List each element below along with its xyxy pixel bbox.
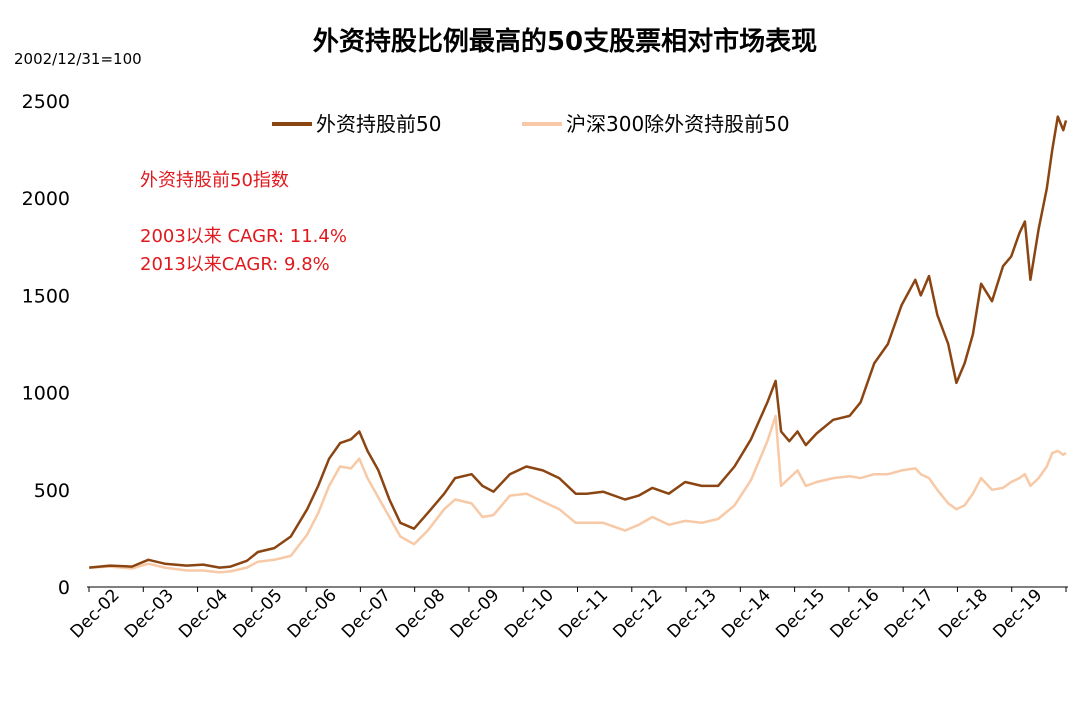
- legend-label-hs300-ex-top50: 沪深300除外资持股前50: [566, 112, 790, 136]
- y-tick-label: 1500: [22, 285, 70, 307]
- x-tick-label: Dec-17: [881, 585, 938, 642]
- chart-title: 外资持股比例最高的50支股票相对市场表现: [313, 26, 817, 57]
- x-tick-label: Dec-19: [989, 585, 1046, 642]
- legend: 外资持股前50 沪深300除外资持股前50: [272, 112, 790, 136]
- x-tick-label: Dec-02: [67, 585, 124, 642]
- x-tick-label: Dec-18: [935, 585, 992, 642]
- series-line-foreign-top50: [89, 115, 1068, 569]
- annotation-box: 外资持股前50指数 2003以来 CAGR: 11.4% 2013以来CAGR:…: [140, 170, 347, 275]
- y-tick-label: 500: [34, 480, 70, 502]
- y-tick-label: 0: [58, 577, 70, 599]
- x-tick-label: Dec-13: [664, 585, 721, 642]
- annotation-cagr-2013: 2013以来CAGR: 9.8%: [140, 254, 330, 275]
- x-tick-label: Dec-11: [555, 585, 612, 642]
- x-tick-label: Dec-15: [772, 585, 829, 642]
- x-tick-label: Dec-04: [175, 585, 232, 642]
- x-axis-ticks: Dec-02 Dec-03 Dec-04 Dec-05 Dec-06 Dec-0…: [67, 585, 1047, 642]
- annotation-cagr-2003: 2003以来 CAGR: 11.4%: [140, 226, 347, 247]
- series-line-hs300-ex-top50: [89, 414, 1067, 574]
- x-tick-label: Dec-06: [284, 585, 341, 642]
- x-axis-tick-marks: [88, 587, 1067, 592]
- legend-label-foreign-top50: 外资持股前50: [316, 112, 441, 136]
- x-tick-label: Dec-07: [338, 585, 395, 642]
- y-tick-label: 2000: [22, 188, 70, 210]
- x-tick-label: Dec-08: [392, 585, 449, 642]
- y-tick-label: 2500: [22, 91, 70, 113]
- y-unit-label: 2002/12/31=100: [14, 50, 142, 68]
- x-tick-label: Dec-12: [609, 585, 666, 642]
- x-tick-label: Dec-10: [501, 585, 558, 642]
- y-axis-ticks: 0 500 1000 1500 2000 2500: [22, 91, 70, 599]
- y-tick-label: 1000: [22, 383, 70, 405]
- x-tick-label: Dec-05: [229, 585, 286, 642]
- x-tick-label: Dec-03: [121, 585, 178, 642]
- annotation-index-name: 外资持股前50指数: [140, 170, 289, 191]
- x-tick-label: Dec-09: [447, 585, 504, 642]
- x-tick-label: Dec-16: [827, 585, 884, 642]
- x-tick-label: Dec-14: [718, 585, 775, 642]
